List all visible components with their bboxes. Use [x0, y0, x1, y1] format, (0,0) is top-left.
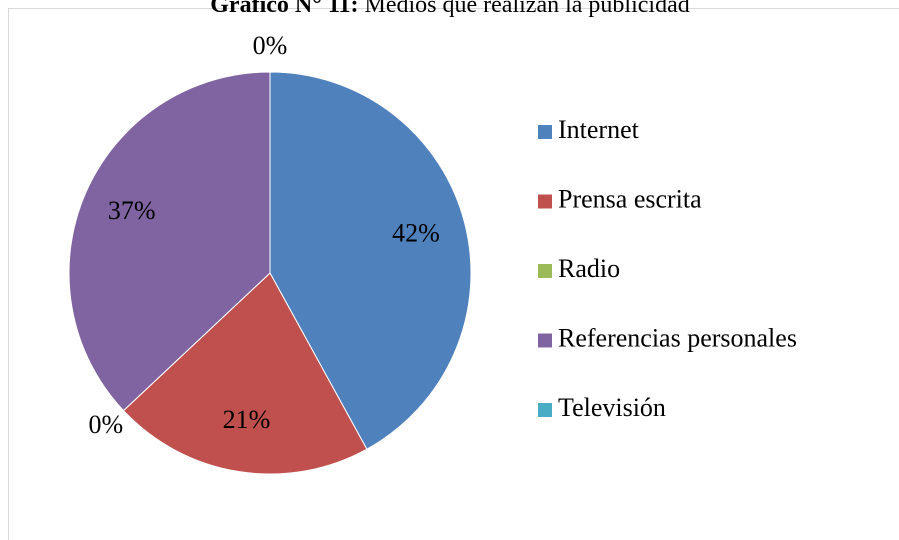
data-label: 0% — [89, 410, 124, 439]
chart-title-prefix: Gráfico N° 11: — [210, 0, 358, 18]
legend-swatch — [538, 403, 552, 417]
pie-slice — [68, 71, 271, 412]
data-label: 37% — [108, 196, 156, 225]
pie-slice — [269, 71, 472, 450]
chart-title: Medios que realizan la publicidad — [365, 0, 690, 18]
legend-label: Referencias personales — [558, 323, 797, 352]
legend-label: Prensa escrita — [558, 184, 702, 213]
legend-label: Televisión — [558, 393, 666, 422]
data-label: 0% — [253, 31, 288, 60]
pie-slice — [122, 272, 368, 475]
legend-swatch — [538, 333, 552, 348]
legend-swatch — [538, 194, 552, 209]
data-label: 42% — [392, 218, 440, 247]
chart-title-group: Gráfico N° 11: Medios que realizan la pub… — [210, 0, 689, 18]
legend-label: Radio — [558, 254, 620, 283]
legend-swatch — [538, 264, 552, 278]
legend-swatch — [538, 125, 552, 139]
legend-label: Internet — [558, 115, 640, 144]
data-label: 21% — [223, 405, 271, 434]
